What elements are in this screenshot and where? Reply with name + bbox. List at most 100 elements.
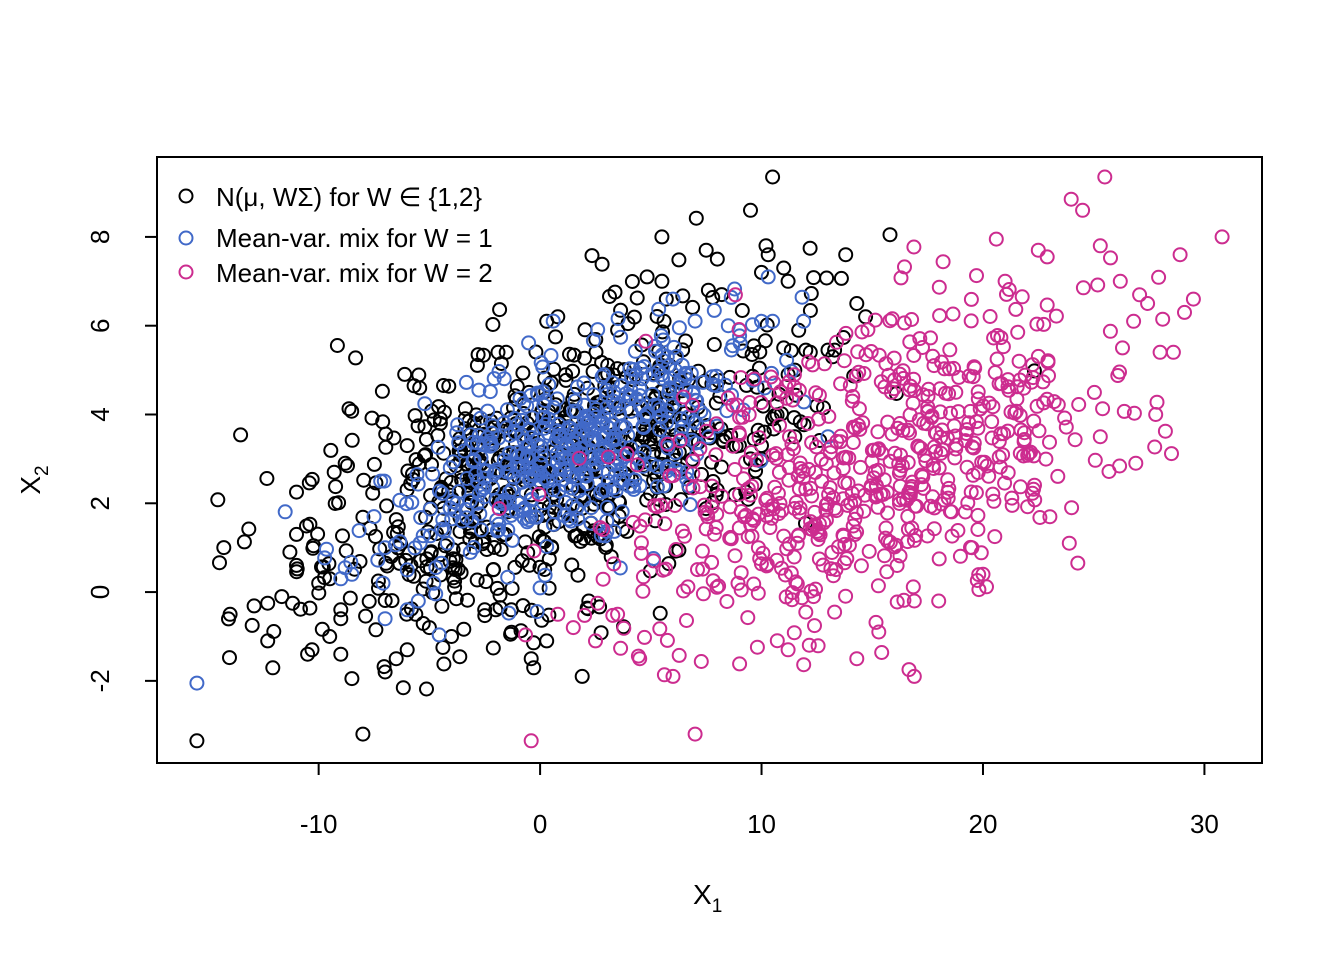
data-point-series-2 xyxy=(1148,407,1164,422)
data-point-series-1 xyxy=(510,456,526,472)
data-point-series-2 xyxy=(692,479,708,495)
data-point-series-0 xyxy=(802,240,818,256)
data-point-series-0 xyxy=(485,317,501,332)
data-point-series-2 xyxy=(649,499,665,515)
data-point-series-2 xyxy=(699,506,715,522)
data-point-series-1 xyxy=(465,453,481,469)
data-point-series-1 xyxy=(671,320,687,336)
data-point-series-1 xyxy=(665,291,681,307)
data-point-series-0 xyxy=(493,542,509,557)
data-point-series-1 xyxy=(392,534,408,550)
data-point-series-2 xyxy=(731,322,747,337)
data-point-series-2 xyxy=(1009,379,1025,395)
data-point-series-0 xyxy=(652,605,668,621)
data-point-series-1 xyxy=(430,439,446,455)
data-point-series-2 xyxy=(807,504,823,520)
data-point-series-0 xyxy=(452,649,468,665)
data-point-series-2 xyxy=(680,579,696,595)
data-point-series-2 xyxy=(550,606,566,622)
data-point-series-1 xyxy=(600,473,616,489)
data-point-series-2 xyxy=(1116,403,1132,419)
data-point-series-2 xyxy=(838,325,854,341)
data-point-series-2 xyxy=(1011,353,1027,369)
data-point-series-2 xyxy=(727,287,743,303)
data-point-series-2 xyxy=(635,569,651,585)
data-point-series-0 xyxy=(478,574,494,590)
data-point-series-2 xyxy=(1165,344,1181,360)
data-point-series-2 xyxy=(763,369,779,385)
data-point-series-2 xyxy=(857,487,873,503)
data-point-series-2 xyxy=(791,527,807,543)
data-point-series-0 xyxy=(476,533,492,549)
data-point-series-2 xyxy=(801,637,817,653)
data-point-series-2 xyxy=(906,382,922,398)
data-point-series-2 xyxy=(942,504,958,519)
data-point-series-0 xyxy=(882,227,898,243)
data-point-series-0 xyxy=(470,347,486,363)
data-point-series-1 xyxy=(695,374,711,390)
data-point-series-2 xyxy=(723,529,739,545)
data-point-series-2 xyxy=(1010,324,1026,340)
data-point-series-1 xyxy=(189,675,205,691)
data-point-series-0 xyxy=(216,540,232,556)
data-point-series-1 xyxy=(366,509,382,525)
data-point-series-1 xyxy=(576,492,592,508)
data-point-series-2 xyxy=(905,579,921,595)
data-point-series-0 xyxy=(792,414,808,430)
data-point-series-0 xyxy=(397,366,413,382)
data-point-series-2 xyxy=(854,324,870,340)
data-point-series-2 xyxy=(788,495,804,510)
data-point-series-2 xyxy=(769,633,785,649)
data-point-series-1 xyxy=(449,495,465,511)
data-point-series-0 xyxy=(610,322,626,338)
data-point-series-2 xyxy=(750,585,766,601)
data-point-series-2 xyxy=(904,479,920,494)
data-point-series-1 xyxy=(561,511,577,527)
data-point-series-0 xyxy=(337,455,353,471)
data-point-series-1 xyxy=(568,431,584,446)
data-point-series-0 xyxy=(594,256,610,272)
data-point-series-2 xyxy=(882,313,898,329)
data-point-series-1 xyxy=(796,313,812,329)
data-point-series-1 xyxy=(727,281,743,297)
data-point-series-1 xyxy=(409,467,425,483)
data-point-series-2 xyxy=(1112,273,1128,289)
data-point-series-1 xyxy=(613,329,629,345)
data-point-series-0 xyxy=(289,484,304,500)
data-point-series-2 xyxy=(836,353,852,369)
data-point-series-2 xyxy=(1157,423,1173,439)
data-point-series-2 xyxy=(1042,434,1057,450)
data-point-series-2 xyxy=(878,530,894,546)
data-point-series-1 xyxy=(501,494,517,510)
data-point-series-1 xyxy=(617,420,633,435)
data-point-series-2 xyxy=(697,504,713,520)
data-point-series-2 xyxy=(935,254,951,270)
data-point-series-2 xyxy=(900,455,916,470)
data-point-series-2 xyxy=(708,520,724,535)
data-point-series-2 xyxy=(732,427,747,443)
data-point-series-2 xyxy=(1004,497,1020,513)
data-point-series-0 xyxy=(344,671,360,687)
data-point-series-2 xyxy=(1008,301,1024,317)
data-point-series-1 xyxy=(417,396,433,412)
data-point-series-2 xyxy=(704,478,720,494)
data-point-series-0 xyxy=(408,452,424,468)
data-point-series-2 xyxy=(656,667,672,683)
data-point-series-1 xyxy=(658,435,674,451)
data-point-series-2 xyxy=(750,540,766,556)
data-point-series-2 xyxy=(590,595,606,611)
data-point-series-1 xyxy=(622,361,638,377)
data-point-series-1 xyxy=(471,382,487,398)
data-point-series-2 xyxy=(777,567,793,583)
data-point-series-0 xyxy=(421,620,437,636)
data-point-series-2 xyxy=(902,334,918,350)
data-point-series-2 xyxy=(811,551,827,567)
data-point-series-0 xyxy=(521,557,537,573)
data-point-series-2 xyxy=(595,571,611,587)
data-point-series-0 xyxy=(639,269,655,285)
data-point-series-1 xyxy=(536,420,552,436)
data-point-series-2 xyxy=(968,485,984,501)
data-point-series-2 xyxy=(792,455,808,471)
data-point-series-2 xyxy=(698,521,714,537)
